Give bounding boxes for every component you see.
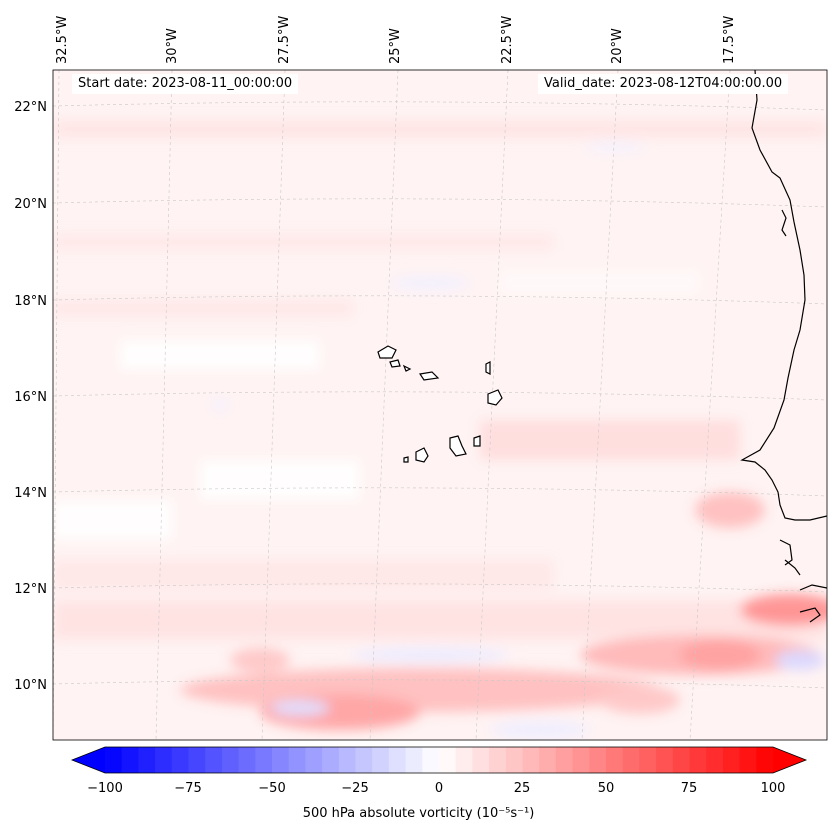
colorbar-segment: [672, 747, 691, 773]
colorbar-tick: 0: [435, 781, 443, 796]
colorbar-segment: [639, 747, 657, 773]
colorbar-segment: [188, 747, 206, 773]
colorbar-ticks: −100 −75 −50 −25 0 25 50 75 100: [87, 781, 785, 796]
colorbar-segment: [305, 747, 323, 773]
lat-label: 18°N: [14, 294, 47, 309]
colorbar-tick: −50: [258, 781, 285, 796]
colorbar-segment: [606, 747, 624, 773]
colorbar-segment: [338, 747, 357, 773]
lat-label: 12°N: [14, 582, 47, 597]
colorbar-segment: [472, 747, 490, 773]
colorbar-segment: [439, 747, 457, 773]
colorbar-segment: [689, 747, 707, 773]
colorbar-tick: 100: [761, 781, 786, 796]
colorbar-segment: [105, 747, 123, 773]
colorbar-segment: [238, 747, 256, 773]
colorbar-segment: [572, 747, 590, 773]
colorbar-segment: [706, 747, 724, 773]
colorbar-outline: [70, 746, 808, 774]
colorbar-segment: [155, 747, 173, 773]
colorbar-extend-max: [773, 747, 806, 773]
colorbar-segment: [221, 747, 240, 773]
colorbar-tick: 50: [598, 781, 615, 796]
colorbar-tick: 75: [681, 781, 698, 796]
colorbar-segment: [272, 747, 290, 773]
map-frame: [52, 69, 828, 741]
lat-label: 20°N: [14, 197, 47, 212]
lon-label: 25°W: [388, 28, 403, 64]
colorbar-segment: [589, 747, 607, 773]
lat-label: 14°N: [14, 486, 47, 501]
colorbar-segment: [388, 747, 407, 773]
colorbar-tick: −75: [174, 781, 201, 796]
colorbar-segment: [322, 747, 340, 773]
colorbar-segment: [722, 747, 741, 773]
colorbar-segment: [138, 747, 156, 773]
colorbar-segment: [489, 747, 507, 773]
colorbar-segment: [555, 747, 574, 773]
lon-label: 32.5°W: [55, 16, 70, 64]
colorbar-segment: [539, 747, 557, 773]
colorbar-segment: [656, 747, 674, 773]
lon-label: 30°W: [165, 28, 180, 64]
coastline: [740, 70, 827, 623]
colorbar-segment: [422, 747, 440, 773]
cabo-verde-islands: [377, 345, 503, 463]
colorbar-segment: [522, 747, 540, 773]
lat-label: 16°N: [14, 390, 47, 405]
lon-labels: 32.5°W 30°W 27.5°W 25°W 22.5°W 20°W 17.5…: [55, 16, 737, 64]
colorbar-segment: [756, 747, 774, 773]
colorbar-segment: [405, 747, 423, 773]
start-date-label: Start date: 2023-08-11_00:00:00: [72, 74, 299, 94]
colorbar-segment: [288, 747, 306, 773]
colorbar-segment: [255, 747, 273, 773]
lon-label: 22.5°W: [500, 16, 515, 64]
lat-label: 10°N: [14, 678, 47, 693]
colorbar-segment: [622, 747, 640, 773]
valid-date-label: Valid_date: 2023-08-12T04:00:00.00: [538, 74, 789, 94]
lon-label: 27.5°W: [277, 16, 292, 64]
lat-label: 22°N: [14, 100, 47, 115]
colorbar-segment: [455, 747, 473, 773]
colorbar: [70, 746, 808, 774]
vorticity-field: [53, 70, 827, 740]
colorbar-segment: [121, 747, 139, 773]
colorbar-tick: −25: [341, 781, 368, 796]
colorbar-segment: [355, 747, 373, 773]
colorbar-tick: −100: [87, 781, 123, 796]
colorbar-label: 500 hPa absolute vorticity (10⁻⁵s⁻¹): [302, 806, 535, 821]
colorbar-extend-min: [72, 747, 105, 773]
colorbar-segment: [739, 747, 757, 773]
colorbar-tick: 25: [514, 781, 531, 796]
colorbar-segment: [171, 747, 190, 773]
lon-label: 20°W: [610, 28, 625, 64]
colorbar-segment: [205, 747, 223, 773]
graticule: [53, 70, 827, 740]
lon-label: 17.5°W: [722, 16, 737, 64]
colorbar-segment: [372, 747, 390, 773]
colorbar-segment: [505, 747, 524, 773]
lat-labels: 22°N 20°N 18°N 16°N 14°N 12°N 10°N: [14, 100, 47, 693]
